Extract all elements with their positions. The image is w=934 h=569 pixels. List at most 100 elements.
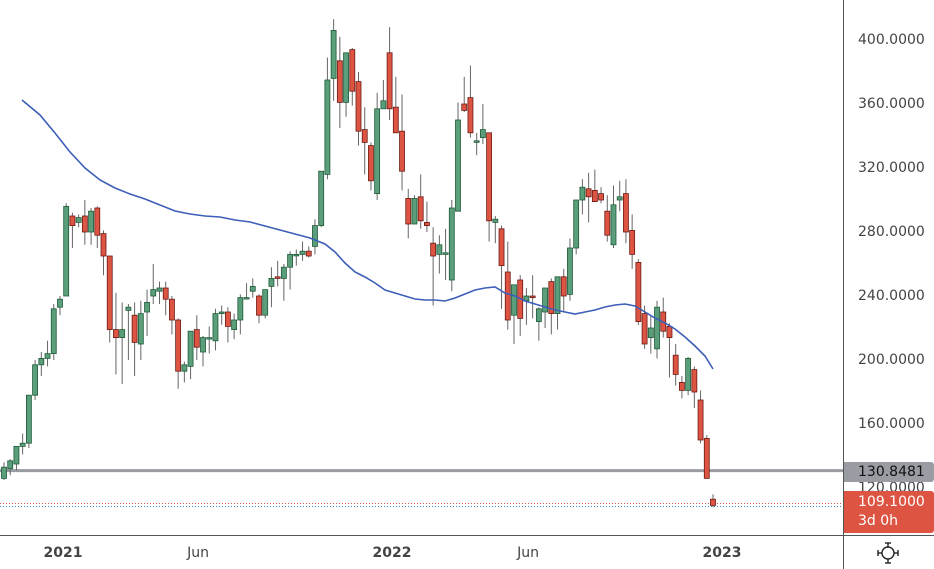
candle-up <box>579 186 586 201</box>
candle-up <box>473 140 480 143</box>
candle-up <box>380 100 387 110</box>
candle-up <box>150 289 157 297</box>
axis-corner <box>843 535 934 569</box>
candle-down <box>461 103 468 111</box>
candle-up <box>293 253 300 257</box>
candle-down <box>162 287 169 300</box>
candle-up <box>125 306 132 311</box>
candle-up <box>616 196 623 201</box>
candle-up <box>455 119 461 212</box>
candle-up <box>212 313 219 342</box>
candle-up <box>324 79 331 175</box>
candle-up <box>442 252 449 255</box>
moving-average-line <box>21 99 714 370</box>
candle-up <box>75 217 82 223</box>
candle-up <box>231 319 238 331</box>
candle-down <box>69 215 76 227</box>
candle-up <box>144 301 150 313</box>
candle-down <box>100 233 107 257</box>
price-tick: 400.0000 <box>858 32 925 48</box>
candle-up <box>479 129 486 139</box>
candle-down <box>548 281 555 315</box>
candle-up <box>119 329 126 339</box>
price-tick: 360.0000 <box>858 96 925 112</box>
candle-up <box>57 298 63 308</box>
candle-up <box>38 357 45 366</box>
candle-down <box>193 329 200 348</box>
candle-up <box>237 297 244 321</box>
candle-up <box>187 330 194 367</box>
candle-up <box>268 277 275 287</box>
candle-up <box>330 29 337 79</box>
candle-up <box>318 170 325 226</box>
candle-down <box>504 271 511 321</box>
candle-down <box>399 130 405 172</box>
candle-down <box>697 399 704 441</box>
candle-down <box>386 52 393 110</box>
candle-up <box>137 313 144 345</box>
candle-down <box>417 196 424 222</box>
candle-up <box>88 210 94 233</box>
time-tick: Jun <box>517 545 539 561</box>
candle-down <box>305 250 312 257</box>
candle-up <box>567 247 573 295</box>
candle-down <box>486 132 493 222</box>
candle-up <box>7 460 14 470</box>
candle-up <box>492 218 499 223</box>
candle-up <box>287 253 293 268</box>
candle-down <box>691 369 698 393</box>
candle-up <box>343 52 349 103</box>
bar-countdown: 3d 0h <box>858 513 899 529</box>
time-axis[interactable]: 2021 Jun 2022 Jun 2023 <box>0 535 843 569</box>
candle-up <box>243 297 250 300</box>
candle-down <box>355 81 362 132</box>
candle-up <box>181 364 188 372</box>
candle-down <box>94 207 101 236</box>
candle-up <box>542 287 548 313</box>
candle-up <box>44 353 51 359</box>
candle-down <box>560 276 567 297</box>
candle-down <box>224 311 231 327</box>
candle-down <box>604 210 611 236</box>
candle-up <box>25 394 32 444</box>
candle-down <box>672 354 679 375</box>
candle-up <box>535 308 542 322</box>
time-tick: Jun <box>187 545 209 561</box>
time-tick: 2022 <box>372 545 412 561</box>
candle-up <box>63 205 70 297</box>
candle-down <box>629 229 636 255</box>
chart-plot-area[interactable] <box>0 0 843 535</box>
candle-down <box>175 319 182 372</box>
candle-up <box>156 287 163 292</box>
candle-down <box>274 276 281 279</box>
candle-up <box>411 197 418 225</box>
candle-down <box>430 242 437 257</box>
level-value: 130.8481 <box>858 464 925 480</box>
gear-icon[interactable] <box>877 542 899 564</box>
time-tick: 2021 <box>43 545 83 561</box>
candle-up <box>511 284 517 316</box>
candle-up <box>573 199 580 249</box>
candle-down <box>703 437 710 479</box>
horizontal-level-label: 130.8481 <box>844 462 934 482</box>
candle-down <box>710 498 716 506</box>
candle-down <box>498 228 505 267</box>
candle-up <box>13 445 20 465</box>
candle-up <box>19 442 26 447</box>
candle-down <box>598 193 604 201</box>
candle-up <box>312 225 318 247</box>
candle-up <box>200 337 206 353</box>
candle-up <box>610 204 617 246</box>
candle-up <box>1 466 7 479</box>
candle-down <box>623 193 629 233</box>
price-tick: 320.0000 <box>858 160 925 176</box>
price-tick: 200.0000 <box>858 352 925 368</box>
candle-down <box>641 313 648 345</box>
candle-down <box>113 329 119 339</box>
candle-up <box>436 244 443 255</box>
candle-down <box>585 188 592 198</box>
candle-down <box>368 145 374 182</box>
price-axis[interactable]: 400.0000 360.0000 320.0000 280.0000 240.0000… <box>843 0 934 535</box>
candle-up <box>280 266 287 279</box>
candle-down <box>361 129 368 143</box>
